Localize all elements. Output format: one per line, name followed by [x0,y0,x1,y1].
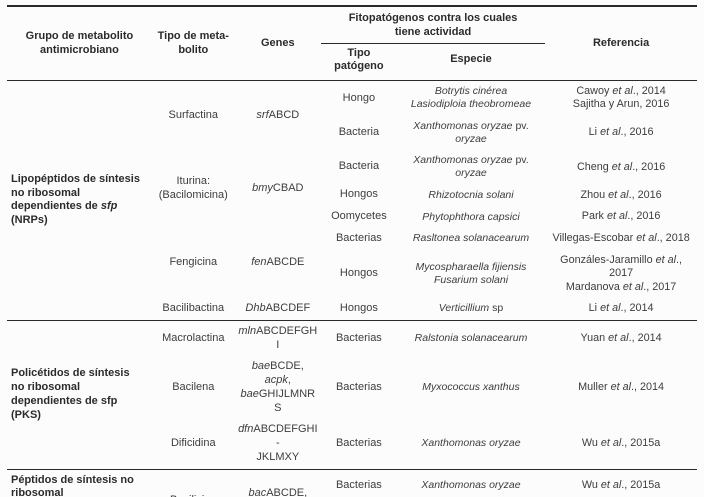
header-referencia: Referencia [592,36,650,49]
reference-cell: Li et al., 2014 [588,302,654,315]
metabolite-type-cell: Dificidina [170,437,216,450]
species-cell: Rasltonea solanacearum [412,232,530,245]
reference-cell: Cheng et al., 2016 [576,160,666,173]
table-row: Péptidos de síntesis no ribosomal indepe… [7,468,697,497]
table-row: Oomycetes Phytophthora capsici Park et al.… [7,206,697,228]
genes-cell: DhbABCDEF [245,302,311,315]
header-especie: Especie [450,53,492,66]
genes-cell: dfnABCDEFGHI- JKLMXY [238,423,318,463]
table-row: Dificidina dfnABCDEFGHI- JKLMXY Bacterias Xa… [7,419,697,469]
table-header: Grupo de metabolito antimicrobiano Tipo d… [7,6,697,81]
reference-cell: Muller et al., 2014 [578,381,665,394]
species-cell: Xanthomonas oryzae [421,437,521,450]
reference-cell: Wu et al., 2015a [581,437,661,450]
species-cell: Botrytis cinérea Lasiodiploia theobromeae [396,79,546,116]
table-row: Policétidos de síntesis no ribosomal dep… [7,319,697,470]
table-row: Hongos Rhizotocnia solani Zhou et al., 201… [7,184,697,206]
genes-cell: mlnABCDEFGHI [234,319,321,357]
reference-cell: Li et al., 2016 [588,126,654,139]
reference-cell: Park et al., 2016 [581,210,661,223]
group-name-cell: Lipopéptidos de síntesis no ribosomal de… [7,80,152,321]
species-cell: Verticillium sp [438,302,504,315]
species-cell: Mycospharaella fijiensis Fusarium solani [415,260,527,286]
table-row: Bacteria Xanthomonas oryzae pv. oryzae Li … [7,116,697,150]
species-cell: Myxococcus xanthus [422,381,520,394]
species-cell: Xanthomonas oryzae [396,468,546,497]
reference-cell: Villegas-Escobar et al., 2018 [552,232,690,245]
table-body: Lipopéptidos de síntesis no ribosomal de… [7,79,697,497]
pathogen-type-cell: Oomycetes [331,210,387,223]
header-genes: Genes [260,36,295,49]
metabolite-type-cell: Bacilicina [151,468,235,497]
metabolite-type-cell: Bacilibactina [162,302,225,315]
genes-cell: baeBCDE, acpk, baeGHIJLMNRS [240,360,316,414]
pathogen-type-cell: Bacterias [335,381,382,394]
pathogen-type-cell: Hongos [339,267,378,280]
table-row: Lipopéptidos de síntesis no ribosomal de… [7,79,697,321]
pathogen-type-cell: Hongos [339,302,378,315]
table-row: Iturina: (Bacilomicina) bmyCBAD Bacteria Xan… [7,150,697,201]
metabolite-type-cell: Macrolactina [151,319,235,357]
header-grupo-metabolito: Grupo de metabolito antimicrobiano [25,29,134,56]
reference-cell: Gonzáles-Jaramillo et al., 2017 Mardanova… [560,253,682,293]
metabolite-type-cell: Iturina: (Bacilomicina) [158,175,228,202]
reference-cell: Yuan et al., 2014 [545,319,697,357]
header-fitopatogenos: Fitopatógenos contra los cuales tiene act… [320,6,546,44]
pathogen-type-cell: Hongo [320,79,397,116]
header-tipo-patogeno: Tipo patógeno [334,46,384,73]
reference-cell: Cawoy et al., 2014 Sajitha y Arun, 2016 [545,79,697,116]
species-cell: Xanthomonas oryzae pv. oryzae [413,154,529,180]
metabolite-type-cell: Fengicina [169,256,218,269]
metabolite-type-cell: Surfactina [151,80,235,151]
pathogen-type-cell: Bacterias [320,319,397,357]
pathogen-type-cell: Bacterias [320,468,397,497]
header-tipo-metabolito: Tipo de meta-bolito [157,29,229,56]
group-name-cell: Péptidos de síntesis no ribosomal indepe… [7,468,152,497]
genes-cell: fenABCDE [251,256,305,269]
pathogen-type-cell: Bacterias [335,437,382,450]
table-row: Bacilibactina DhbABCDEF Hongos Verticillium… [7,298,697,320]
species-cell: Xanthomonas oryzae pv. oryzae [413,119,529,146]
genes-cell: srfABCD [234,80,321,151]
table-row: Fengicina fenABCDE Bacterias Rasltonea sola… [7,228,697,268]
table-row: Hongos Mycospharaella fijiensis Fusarium s… [7,250,697,298]
pathogen-type-cell: Bacterias [335,231,382,244]
genes-cell: bmyCBAD [252,182,304,195]
pathogen-type-cell: Hongos [339,188,378,201]
reference-cell: Zhou et al., 2016 [580,188,662,201]
pathogen-type-cell: Bacteria [338,126,380,139]
metabolites-table: Grupo de metabolito antimicrobiano Tipo d… [7,5,697,497]
genes-cell: bacABCDE, ywfG [234,468,321,497]
group-name-cell: Policétidos de síntesis no ribosomal dep… [7,319,152,470]
species-cell: Phytophthora capsici [422,210,520,223]
metabolite-type-cell: Bacilena [172,381,215,394]
pathogen-type-cell: Bacteria [338,160,380,173]
species-cell: Ralstonia solanacearum [396,319,546,357]
species-cell: Rhizotocnia solani [428,188,514,201]
table-row: Bacilena baeBCDE, acpk, baeGHIJLMNRS Bacter… [7,356,697,419]
reference-cell: Wu et al., 2015a [545,468,697,497]
